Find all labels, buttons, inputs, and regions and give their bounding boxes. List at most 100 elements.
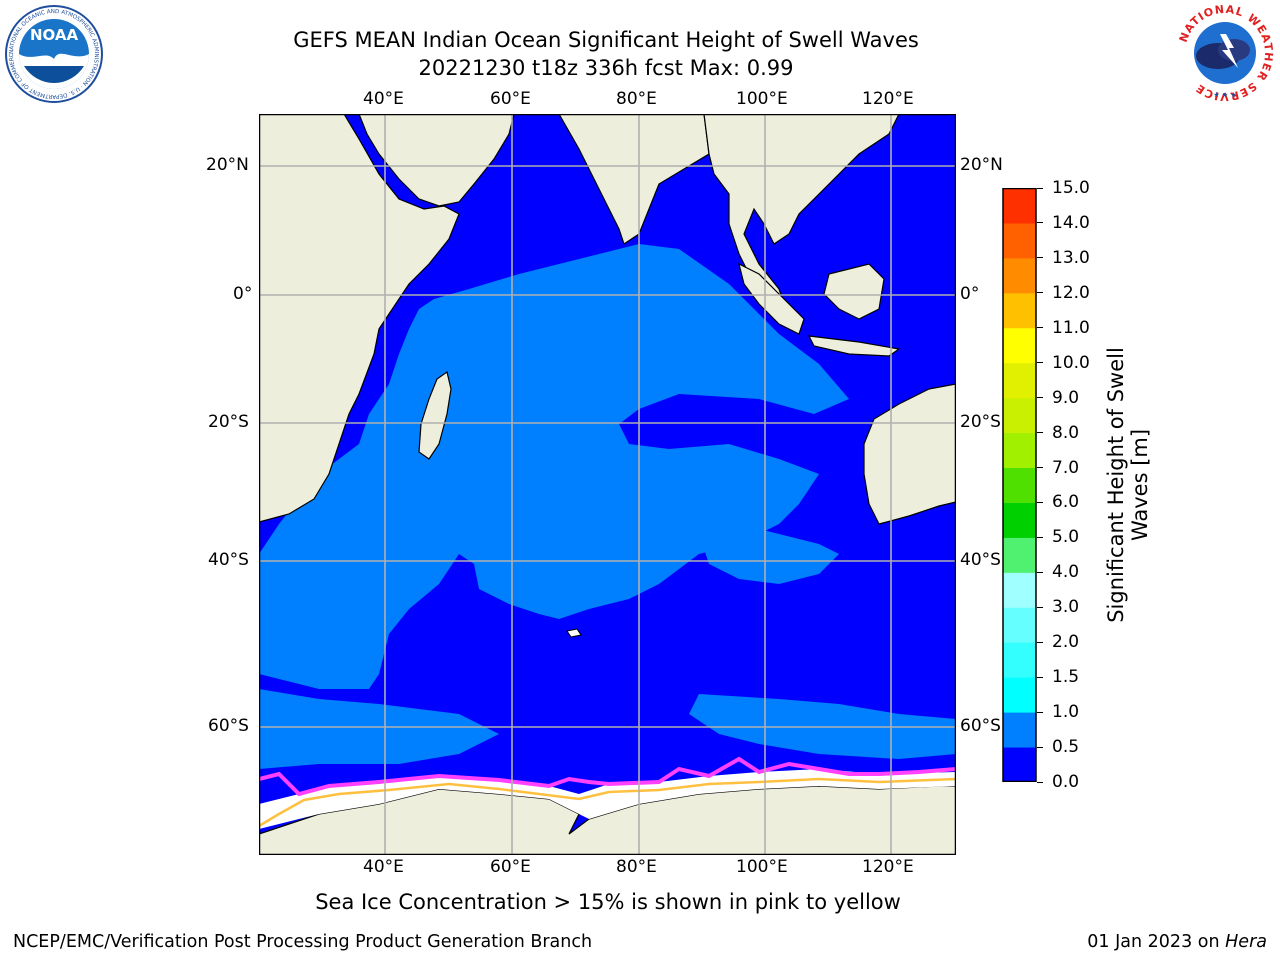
colorbar-tick-label: 13.0 <box>1052 247 1090 268</box>
colorbar-tick-label: 11.0 <box>1052 317 1090 338</box>
colorbar-band <box>1003 432 1036 469</box>
lon-tick-top-1: 60°E <box>490 89 531 109</box>
colorbar-tick-mark <box>1037 222 1043 224</box>
lon-tick-top-2: 80°E <box>616 89 657 109</box>
colorbar-tick-mark <box>1037 257 1043 259</box>
colorbar-tick-label: 1.5 <box>1052 667 1080 688</box>
lat-tick-left-0: 20°N <box>206 155 249 175</box>
colorbar-tick-label: 0.5 <box>1052 737 1080 758</box>
land-southeast-asia <box>703 114 900 306</box>
colorbar-tick-label: 6.0 <box>1052 492 1080 513</box>
svg-text:★ ★ ★: ★ ★ ★ <box>1213 91 1236 99</box>
sea-ice-caption: Sea Ice Concentration > 15% is shown in … <box>315 890 901 914</box>
colorbar-tick-mark <box>1037 606 1043 608</box>
colorbar-tick-mark <box>1037 781 1043 783</box>
ocean-swell-mid-south <box>259 689 499 769</box>
colorbar-label: Significant Height of Swell Waves [m] <box>1104 347 1152 623</box>
colorbar-band <box>1003 572 1036 608</box>
lat-tick-right-3: 40°S <box>960 550 1001 570</box>
colorbar-tick-mark <box>1037 187 1043 189</box>
colorbar-band <box>1003 712 1036 748</box>
colorbar <box>1002 188 1037 782</box>
footer-date-text: 01 Jan 2023 on <box>1087 932 1226 952</box>
colorbar-tick-mark <box>1037 676 1043 678</box>
colorbar-band <box>1003 362 1036 399</box>
colorbar-tick-mark <box>1037 432 1043 434</box>
nws-logo: NATIONAL WEATHER SERVICE ★ ★ ★ <box>1177 4 1275 102</box>
chart-title: GEFS MEAN Indian Ocean Significant Heigh… <box>293 28 919 52</box>
colorbar-tick-mark <box>1037 571 1043 573</box>
ocean-swell-mid-east <box>699 524 839 584</box>
land-kerguelen <box>566 628 582 638</box>
colorbar-tick-label: 4.0 <box>1052 562 1080 583</box>
colorbar-tick-mark <box>1037 711 1043 713</box>
sea-ice-edge-yellow <box>259 777 956 828</box>
colorbar-band <box>1003 642 1036 678</box>
land-madagascar <box>418 371 452 460</box>
colorbar-tick-mark <box>1037 327 1043 329</box>
sea-ice <box>259 769 956 829</box>
colorbar-tick-label: 1.0 <box>1052 702 1080 723</box>
land-australia <box>863 383 956 525</box>
lon-tick-top-4: 120°E <box>862 89 914 109</box>
lat-tick-left-1: 0° <box>233 284 253 304</box>
lat-tick-left-3: 40°S <box>208 550 249 570</box>
map-grid <box>259 114 956 855</box>
colorbar-tick-label: 5.0 <box>1052 527 1080 548</box>
colorbar-tick-mark <box>1037 536 1043 538</box>
lat-tick-right-1: 0° <box>960 284 980 304</box>
colorbar-band <box>1003 222 1036 259</box>
colorbar-band <box>1003 677 1036 713</box>
noaa-logo: NATIONAL OCEANIC AND ATMOSPHERIC ADMINIS… <box>4 4 103 103</box>
colorbar-label-line1: Significant Height of Swell <box>1104 347 1128 623</box>
colorbar-tick-label: 12.0 <box>1052 282 1090 303</box>
colorbar-tick-label: 0.0 <box>1052 772 1080 792</box>
lon-tick-bottom-2: 80°E <box>616 857 657 877</box>
lat-tick-left-2: 20°S <box>208 412 249 432</box>
colorbar-tick-mark <box>1037 467 1043 469</box>
colorbar-band <box>1003 467 1036 503</box>
footer-date: 01 Jan 2023 on Hera <box>1087 932 1267 952</box>
colorbar-tick-label: 8.0 <box>1052 422 1080 443</box>
land-arabia <box>358 114 515 207</box>
land-java <box>807 335 901 357</box>
colorbar-tick-mark <box>1037 501 1043 503</box>
colorbar-label-line2: Waves [m] <box>1128 428 1152 542</box>
colorbar-tick-label: 2.0 <box>1052 632 1080 653</box>
colorbar-tick-mark <box>1037 397 1043 399</box>
lon-tick-top-3: 100°E <box>736 89 788 109</box>
lon-tick-bottom-4: 120°E <box>862 857 914 877</box>
colorbar-band <box>1003 257 1036 294</box>
lat-tick-left-4: 60°S <box>208 716 249 736</box>
colorbar-tick-label: 15.0 <box>1052 178 1090 198</box>
lon-tick-bottom-0: 40°E <box>363 857 404 877</box>
land-sumatra <box>738 262 805 335</box>
footer-credit: NCEP/EMC/Verification Post Processing Pr… <box>13 932 593 952</box>
land-borneo <box>823 263 885 320</box>
colorbar-tick-label: 14.0 <box>1052 212 1090 233</box>
colorbar-band <box>1003 327 1036 364</box>
chart-subtitle: 20221230 t18z 336h fcst Max: 0.99 <box>418 56 794 80</box>
colorbar-tick-label: 9.0 <box>1052 387 1080 408</box>
ocean-swell-mid <box>259 244 849 689</box>
colorbar-tick-mark <box>1037 292 1043 294</box>
sea-ice-edge-pink <box>259 756 956 797</box>
colorbar-band <box>1003 537 1036 573</box>
lat-tick-right-4: 60°S <box>960 716 1001 736</box>
colorbar-tick-mark <box>1037 746 1043 748</box>
colorbar-tick-label: 7.0 <box>1052 457 1080 478</box>
colorbar-band <box>1003 188 1036 224</box>
footer-host: Hera <box>1225 932 1267 952</box>
lon-tick-bottom-3: 100°E <box>736 857 788 877</box>
colorbar-band <box>1003 292 1036 329</box>
lat-tick-right-0: 20°N <box>960 155 1003 175</box>
colorbar-tick-mark <box>1037 641 1043 643</box>
noaa-logo-text: NOAA <box>30 26 79 44</box>
colorbar-tick-label: 10.0 <box>1052 352 1090 373</box>
lon-tick-bottom-1: 60°E <box>490 857 531 877</box>
ocean-swell-mid-west <box>259 584 369 674</box>
map-panel <box>259 114 956 855</box>
colorbar-tick-label: 3.0 <box>1052 597 1080 618</box>
colorbar-band <box>1003 747 1036 782</box>
lat-tick-right-2: 20°S <box>960 412 1001 432</box>
